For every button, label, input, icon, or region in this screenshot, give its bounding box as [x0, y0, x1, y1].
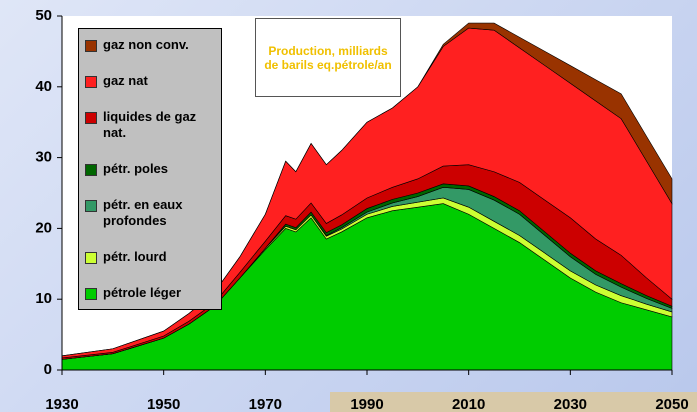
x-tick-label: 1970 [249, 396, 282, 412]
legend: gaz non conv. gaz nat liquides de gaz nat.… [78, 28, 222, 310]
legend-label: pétr. lourd [103, 249, 167, 265]
legend-swatch [85, 164, 97, 176]
x-tick-label: 1950 [147, 396, 180, 412]
legend-item: pétr. poles [85, 161, 215, 177]
legend-label: pétr. poles [103, 161, 168, 177]
x-tick-label: 1930 [45, 396, 78, 412]
legend-label: liquides de gaz nat. [103, 109, 215, 141]
x-tick-label: 2050 [655, 396, 688, 412]
y-tick-label: 0 [44, 361, 52, 378]
legend-swatch [85, 76, 97, 88]
legend-swatch [85, 40, 97, 52]
legend-item: liquides de gaz nat. [85, 109, 215, 141]
legend-swatch [85, 288, 97, 300]
y-tick-label: 40 [35, 78, 52, 95]
legend-item: pétr. lourd [85, 249, 215, 265]
legend-swatch [85, 112, 97, 124]
y-tick-label: 10 [35, 290, 52, 307]
legend-item: gaz non conv. [85, 37, 215, 53]
y-tick-label: 30 [35, 149, 52, 166]
photo-strip [330, 392, 697, 412]
legend-item: gaz nat [85, 73, 215, 89]
x-tick-label: 2010 [452, 396, 485, 412]
x-tick-label: 1990 [350, 396, 383, 412]
legend-item: pétr. en eaux profondes [85, 197, 215, 229]
legend-swatch [85, 252, 97, 264]
legend-label: gaz nat [103, 73, 148, 89]
y-tick-label: 20 [35, 219, 52, 236]
legend-item: pétrole léger [85, 285, 215, 301]
legend-label: gaz non conv. [103, 37, 189, 53]
legend-label: pétr. en eaux profondes [103, 197, 215, 229]
chart-title: Production, milliards de barils eq.pétro… [255, 18, 401, 97]
legend-swatch [85, 200, 97, 212]
legend-label: pétrole léger [103, 285, 181, 301]
chart: 010203040501930195019701990201020302050 … [0, 0, 697, 412]
x-tick-label: 2030 [554, 396, 587, 412]
y-tick-label: 50 [35, 7, 52, 24]
